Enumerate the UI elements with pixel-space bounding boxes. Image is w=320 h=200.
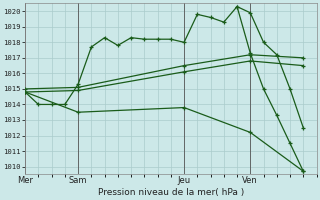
X-axis label: Pression niveau de la mer( hPa ): Pression niveau de la mer( hPa ) xyxy=(98,188,244,197)
